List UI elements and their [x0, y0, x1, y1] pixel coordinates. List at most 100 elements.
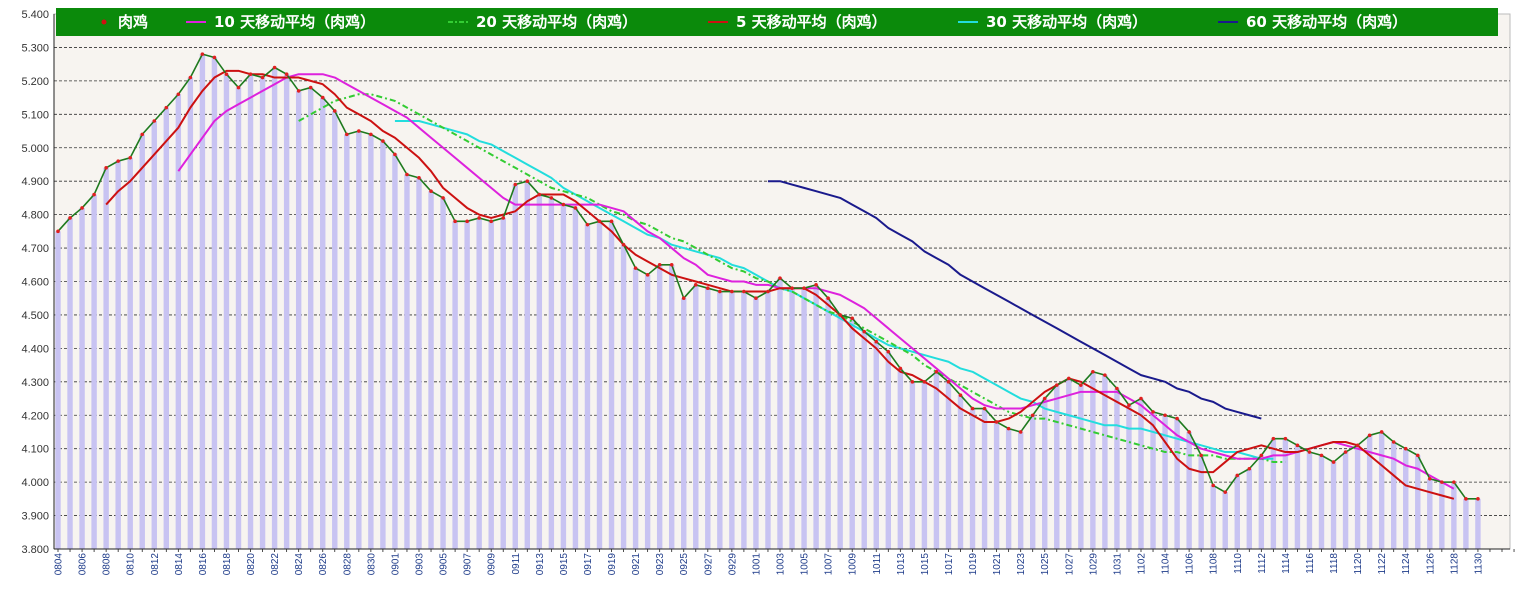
bar — [693, 284, 699, 549]
legend-label: 30 天移动平均（肉鸡） — [986, 13, 1147, 31]
data-point — [128, 155, 132, 160]
data-point — [417, 176, 421, 180]
bar — [861, 331, 867, 549]
bar — [741, 291, 747, 549]
bar — [1451, 482, 1457, 549]
bar — [1234, 475, 1240, 549]
bar — [416, 177, 422, 549]
bar — [681, 298, 687, 549]
data-point — [994, 420, 999, 424]
x-tick-label: 0830 — [366, 553, 377, 576]
x-tick-label: 0814 — [174, 553, 185, 576]
data-point — [513, 182, 518, 187]
data-point — [1415, 453, 1420, 458]
x-tick-label: 0929 — [727, 553, 738, 576]
data-point — [1091, 369, 1095, 374]
data-point — [104, 166, 108, 170]
data-point — [549, 196, 554, 200]
bar — [392, 154, 398, 549]
y-tick-label: 5.000 — [21, 143, 49, 155]
bar — [765, 291, 771, 549]
bar — [1186, 431, 1192, 549]
x-tick-label: 1116 — [1305, 553, 1316, 574]
bar — [139, 134, 145, 549]
bar — [644, 274, 651, 549]
data-point — [754, 296, 758, 301]
bar — [981, 408, 988, 549]
data-point — [681, 296, 686, 301]
bar — [1246, 468, 1253, 549]
bar — [151, 121, 157, 549]
data-point — [1079, 383, 1083, 387]
data-point — [429, 189, 433, 194]
bar — [969, 408, 976, 549]
x-tick-label: 0804 — [54, 553, 65, 576]
data-point — [1223, 490, 1228, 494]
x-tick-label: 0810 — [126, 553, 137, 576]
bar — [632, 268, 639, 549]
data-point — [597, 219, 602, 224]
data-point — [477, 216, 481, 220]
bar — [921, 381, 928, 549]
legend-label: 肉鸡 — [118, 13, 148, 31]
bar — [380, 141, 386, 549]
x-tick-label: 1031 — [1112, 553, 1123, 576]
x-tick-label: 0911 — [511, 553, 522, 575]
bar — [512, 184, 518, 549]
bar — [103, 167, 109, 549]
bar — [1403, 448, 1409, 549]
y-tick-label: 4.600 — [21, 277, 49, 289]
bar — [476, 217, 482, 549]
bar — [897, 368, 904, 549]
y-tick-label: 4.900 — [21, 176, 49, 188]
bar — [572, 207, 579, 549]
x-tick-label: 1015 — [920, 553, 931, 576]
x-tick-label: 1106 — [1185, 553, 1196, 575]
legend-background — [56, 8, 1498, 36]
y-tick-label: 5.300 — [21, 42, 49, 54]
bar — [1463, 498, 1469, 549]
data-point — [1247, 466, 1252, 471]
bar — [320, 97, 326, 549]
data-point — [645, 273, 650, 277]
bar — [729, 291, 735, 549]
data-point — [1103, 373, 1107, 377]
data-point — [308, 85, 313, 90]
bar — [199, 54, 206, 549]
data-point — [1476, 497, 1480, 501]
x-tick-label: 0917 — [583, 553, 594, 576]
bar — [1138, 398, 1144, 549]
bar — [1114, 388, 1120, 549]
data-point — [573, 206, 578, 210]
data-point — [56, 229, 60, 234]
data-point — [1030, 413, 1035, 418]
data-point — [970, 406, 975, 411]
series-line-5 — [767, 180, 1262, 420]
marker-layer — [56, 52, 1480, 501]
data-point — [1259, 453, 1264, 458]
x-tick-label: 0903 — [415, 553, 426, 576]
data-point — [1452, 480, 1456, 484]
x-tick-label: 1114 — [1281, 553, 1292, 574]
bar — [753, 298, 759, 549]
bar — [428, 191, 434, 549]
y-axis: 3.800 3.900 4.000 4.100 4.200 4.300 4.400 4.500… — [21, 9, 1510, 556]
bar — [440, 197, 446, 549]
data-point — [1391, 440, 1396, 444]
x-tick-label: 0913 — [535, 553, 546, 576]
data-point — [693, 283, 698, 287]
bar — [1439, 482, 1445, 549]
bar — [1258, 455, 1265, 549]
y-tick-label: 5.100 — [21, 109, 49, 121]
bar — [356, 131, 362, 549]
x-tick-label: 1122 — [1377, 553, 1388, 575]
bar — [1318, 455, 1325, 549]
bar — [801, 288, 807, 549]
data-point — [248, 72, 253, 76]
data-point — [898, 366, 903, 371]
data-point — [405, 172, 409, 177]
bar — [187, 77, 194, 549]
data-point — [489, 219, 494, 224]
data-point — [525, 179, 530, 183]
y-tick-label: 4.500 — [21, 310, 49, 322]
